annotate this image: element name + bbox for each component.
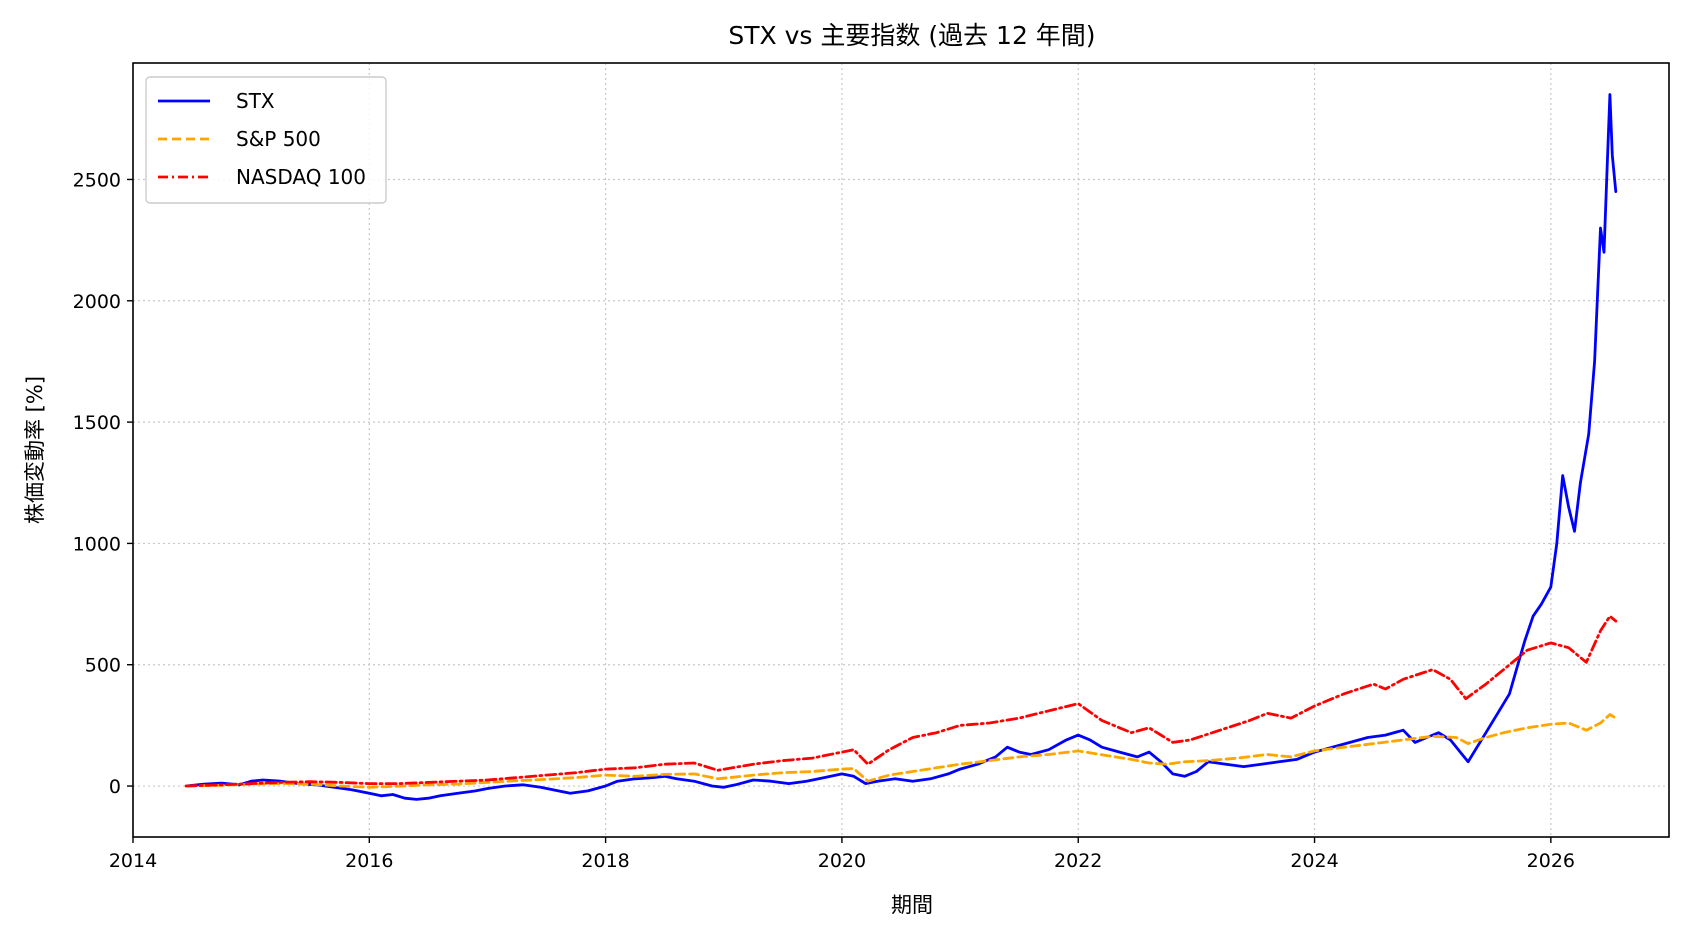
y-tick-label: 2000 [73, 291, 121, 313]
y-tick-label: 0 [109, 776, 121, 798]
series-line-nasdaq-100 [184, 614, 1618, 788]
x-tick-label: 2014 [109, 850, 157, 872]
legend-label: NASDAQ 100 [236, 165, 366, 189]
series-layer [184, 93, 1618, 801]
chart-title: STX vs 主要指数 (過去 12 年間) [728, 21, 1095, 50]
legend-label: S&P 500 [236, 127, 321, 151]
y-axis-title: 株価変動率 [%] [23, 376, 47, 524]
legend-box [145, 76, 387, 204]
y-tick-label: 2500 [73, 169, 121, 191]
y-tick-label: 1000 [73, 533, 121, 555]
legend-label: STX [236, 89, 275, 113]
x-tick-label: 2022 [1054, 850, 1102, 872]
x-tick-label: 2026 [1527, 850, 1575, 872]
y-tick-label: 500 [85, 655, 121, 677]
x-tick-label: 2020 [818, 850, 866, 872]
x-tick-label: 2018 [581, 850, 629, 872]
legend: STX S&P 500 NASDAQ 100 [145, 76, 387, 204]
x-tick-label: 2024 [1290, 850, 1338, 872]
x-tick-label: 2016 [345, 850, 393, 872]
series-line-s-p-500 [184, 713, 1618, 789]
y-tick-label: 1500 [73, 412, 121, 434]
series-line-stx [184, 93, 1618, 801]
ticks: 2014 2016 2018 2020 2022 2024 2026 0 500 1000 1500… [73, 169, 1575, 872]
plot-frame [132, 62, 1670, 838]
grid [132, 63, 1669, 837]
x-axis-title: 期間 [891, 893, 933, 917]
